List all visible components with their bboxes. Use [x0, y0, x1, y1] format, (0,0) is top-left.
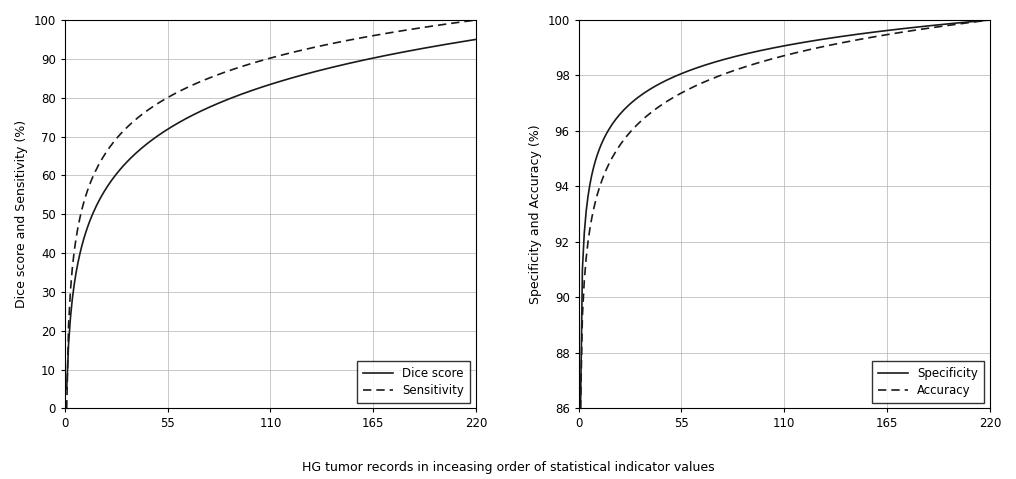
- Sensitivity: [427, 23, 439, 29]
- Dice score: [469, 36, 482, 42]
- Specificity: [983, 17, 996, 23]
- Dice score: [180, 115, 192, 121]
- Sensitivity: [469, 17, 482, 23]
- Sensitivity: [420, 24, 432, 30]
- Y-axis label: Specificity and Accuracy (%): Specificity and Accuracy (%): [529, 125, 542, 304]
- Line: Sensitivity: Sensitivity: [67, 20, 475, 409]
- Legend: Dice score, Sensitivity: Dice score, Sensitivity: [358, 361, 470, 402]
- Accuracy: [983, 17, 996, 23]
- Accuracy: [687, 84, 699, 90]
- Specificity: [793, 40, 806, 46]
- Sensitivity: [180, 85, 192, 91]
- Dice score: [427, 44, 439, 49]
- Sensitivity: [279, 51, 292, 57]
- Legend: Specificity, Accuracy: Specificity, Accuracy: [873, 361, 983, 402]
- Specificity: [694, 64, 706, 69]
- Line: Accuracy: Accuracy: [580, 20, 990, 409]
- Specificity: [574, 406, 586, 411]
- Sensitivity: [61, 406, 73, 411]
- Dice score: [279, 77, 292, 83]
- Specificity: [687, 67, 699, 72]
- Sensitivity: [173, 89, 185, 94]
- Accuracy: [694, 81, 706, 87]
- Dice score: [420, 45, 432, 51]
- Accuracy: [920, 26, 933, 32]
- Accuracy: [793, 49, 806, 55]
- Specificity: [920, 23, 933, 29]
- Dice score: [173, 120, 185, 125]
- Dice score: [406, 47, 419, 53]
- Dice score: [61, 386, 73, 392]
- Accuracy: [934, 24, 946, 30]
- Line: Dice score: Dice score: [67, 39, 475, 389]
- Line: Specificity: Specificity: [580, 20, 990, 409]
- Specificity: [941, 21, 953, 27]
- Text: HG tumor records in inceasing order of statistical indicator values: HG tumor records in inceasing order of s…: [302, 461, 714, 474]
- Y-axis label: Dice score and Sensitivity (%): Dice score and Sensitivity (%): [15, 120, 28, 308]
- Accuracy: [941, 23, 953, 28]
- Accuracy: [574, 406, 586, 411]
- Sensitivity: [406, 26, 419, 32]
- Specificity: [934, 22, 946, 28]
